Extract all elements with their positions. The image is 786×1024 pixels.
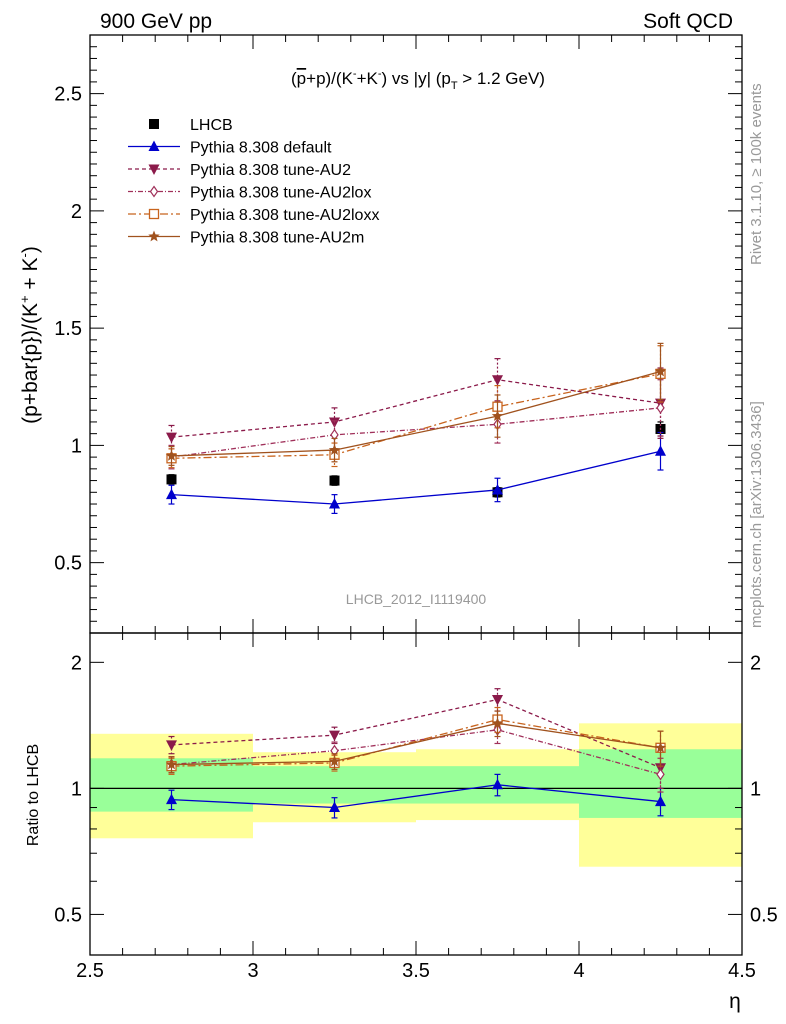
legend-entry-au2m: Pythia 8.308 tune-AU2m (128, 230, 364, 247)
ratio-point-default (166, 793, 177, 805)
ratio-line-au2lox (171, 729, 661, 776)
main-point-au2 (166, 432, 177, 444)
legend-entry-data: LHCB (149, 117, 233, 134)
legend-label-default: Pythia 8.308 default (190, 140, 332, 157)
ratio-point-au2m (491, 717, 504, 729)
main-point-data (166, 474, 177, 485)
legend-entry-default: Pythia 8.308 default (128, 140, 332, 157)
ratio-point-au2m (165, 758, 178, 770)
main-ytick-label: 0.5 (54, 553, 82, 575)
mcplots-label: mcplots.cern.ch [arXiv:1306.3436] (748, 401, 765, 628)
ratio-line-default (171, 784, 661, 809)
main-ytick-label: 1.5 (54, 318, 82, 340)
axes: 0.5 1 1.5 2 2.5 2.5 3 3.5 4 4.5 0.5 0.5 1 1 2 2 (54, 34, 778, 982)
ratio-ytick-label-left: 2 (71, 652, 82, 674)
ratio-ylabel: Ratio to LHCB (25, 744, 42, 846)
header-left: 900 GeV pp (100, 10, 212, 33)
main-point-default (166, 488, 177, 500)
ratio-line-au2m (171, 722, 661, 766)
main-point-default (329, 498, 340, 509)
main-point-au2 (492, 375, 503, 386)
legend-entry-au2: Pythia 8.308 tune-AU2 (128, 162, 351, 179)
legend-marker-au2lox (149, 185, 159, 198)
legend-entry-au2lox: Pythia 8.308 tune-AU2lox (128, 185, 371, 202)
main-line-au2m (171, 370, 661, 457)
main-point-au2m (654, 365, 667, 377)
legend-marker-au2m (148, 230, 160, 242)
main-point-au2m (165, 449, 178, 461)
ratio-point-au2 (329, 730, 340, 742)
ratio-point-default (492, 778, 503, 790)
legend-label-data: LHCB (190, 117, 233, 134)
ratio-point-au2lox (656, 768, 665, 781)
x-axis-label: η (729, 990, 741, 1013)
ratio-ytick-label-right: 0.5 (750, 904, 778, 926)
header-right: Soft QCD (643, 10, 733, 33)
ratio-ytick-label-left: 0.5 (54, 904, 82, 926)
ratio-ytick-label-right: 1 (750, 778, 761, 800)
main-line-au2loxx (171, 373, 661, 459)
analysis-watermark: LHCB_2012_I1119400 (346, 591, 487, 607)
main-point-default (492, 483, 503, 495)
ratio-line-au2loxx (171, 718, 661, 767)
main-line-au2 (171, 379, 661, 438)
ratio-line-au2 (171, 698, 661, 769)
legend: LHCB Pythia 8.308 default Pythia 8.308 tun… (128, 117, 379, 247)
ratio-point-au2m (654, 741, 667, 753)
main-series-au2lox (167, 379, 665, 470)
main-point-default (655, 445, 666, 456)
legend-marker-data (149, 119, 159, 129)
ratio-point-default (329, 801, 340, 813)
main-frame (89, 34, 743, 634)
main-title: (p+p)/(K-+K-) vs |y| (pT > 1.2 GeV) (291, 68, 545, 92)
main-point-au2m (491, 410, 504, 421)
main-series-default (166, 431, 666, 515)
main-series-au2loxx (166, 345, 666, 469)
legend-label-au2lox: Pythia 8.308 tune-AU2lox (190, 185, 371, 202)
main-series-au2m (165, 342, 667, 466)
ratio-ytick-label-right: 2 (750, 652, 761, 674)
legend-marker-default (148, 140, 160, 151)
x-tick-label: 3 (247, 960, 258, 982)
main-series-au2 (166, 358, 666, 450)
ratio-point-au2 (492, 695, 503, 706)
legend-label-au2m: Pythia 8.308 tune-AU2m (190, 230, 364, 247)
ratio-point-au2 (166, 740, 177, 751)
ratio-series-au2m (165, 710, 667, 774)
main-ylabel: (p+bar{p})/(K+ + K-) (17, 246, 42, 424)
rivet-label: Rivet 3.1.10, ≥ 100k events (748, 83, 765, 265)
ratio-point-au2m (328, 755, 341, 767)
main-ytick-label: 1 (71, 435, 82, 457)
legend-marker-au2loxx (148, 208, 160, 220)
main-panel-marks (165, 342, 667, 515)
x-tick-label: 2.5 (76, 960, 104, 982)
x-tick-label: 3.5 (402, 960, 430, 982)
ratio-series-default (166, 773, 666, 819)
main-point-au2m (328, 444, 341, 455)
main-point-au2lox (656, 401, 665, 414)
main-point-data (329, 475, 340, 486)
legend-label-au2loxx: Pythia 8.308 tune-AU2loxx (190, 207, 379, 224)
main-ytick-label: 2.5 (54, 84, 82, 106)
legend-marker-au2 (148, 164, 160, 175)
ratio-point-default (655, 795, 666, 807)
main-line-au2lox (171, 407, 661, 458)
ratio-ytick-label-left: 1 (71, 778, 82, 800)
legend-entry-au2loxx: Pythia 8.308 tune-AU2loxx (128, 207, 379, 224)
main-line-default (171, 450, 661, 505)
legend-label-au2: Pythia 8.308 tune-AU2 (190, 162, 351, 179)
x-tick-label: 4 (573, 960, 584, 982)
main-ytick-label: 2 (71, 201, 82, 223)
ratio-panel-marks (165, 688, 667, 819)
x-tick-label: 4.5 (728, 960, 756, 982)
